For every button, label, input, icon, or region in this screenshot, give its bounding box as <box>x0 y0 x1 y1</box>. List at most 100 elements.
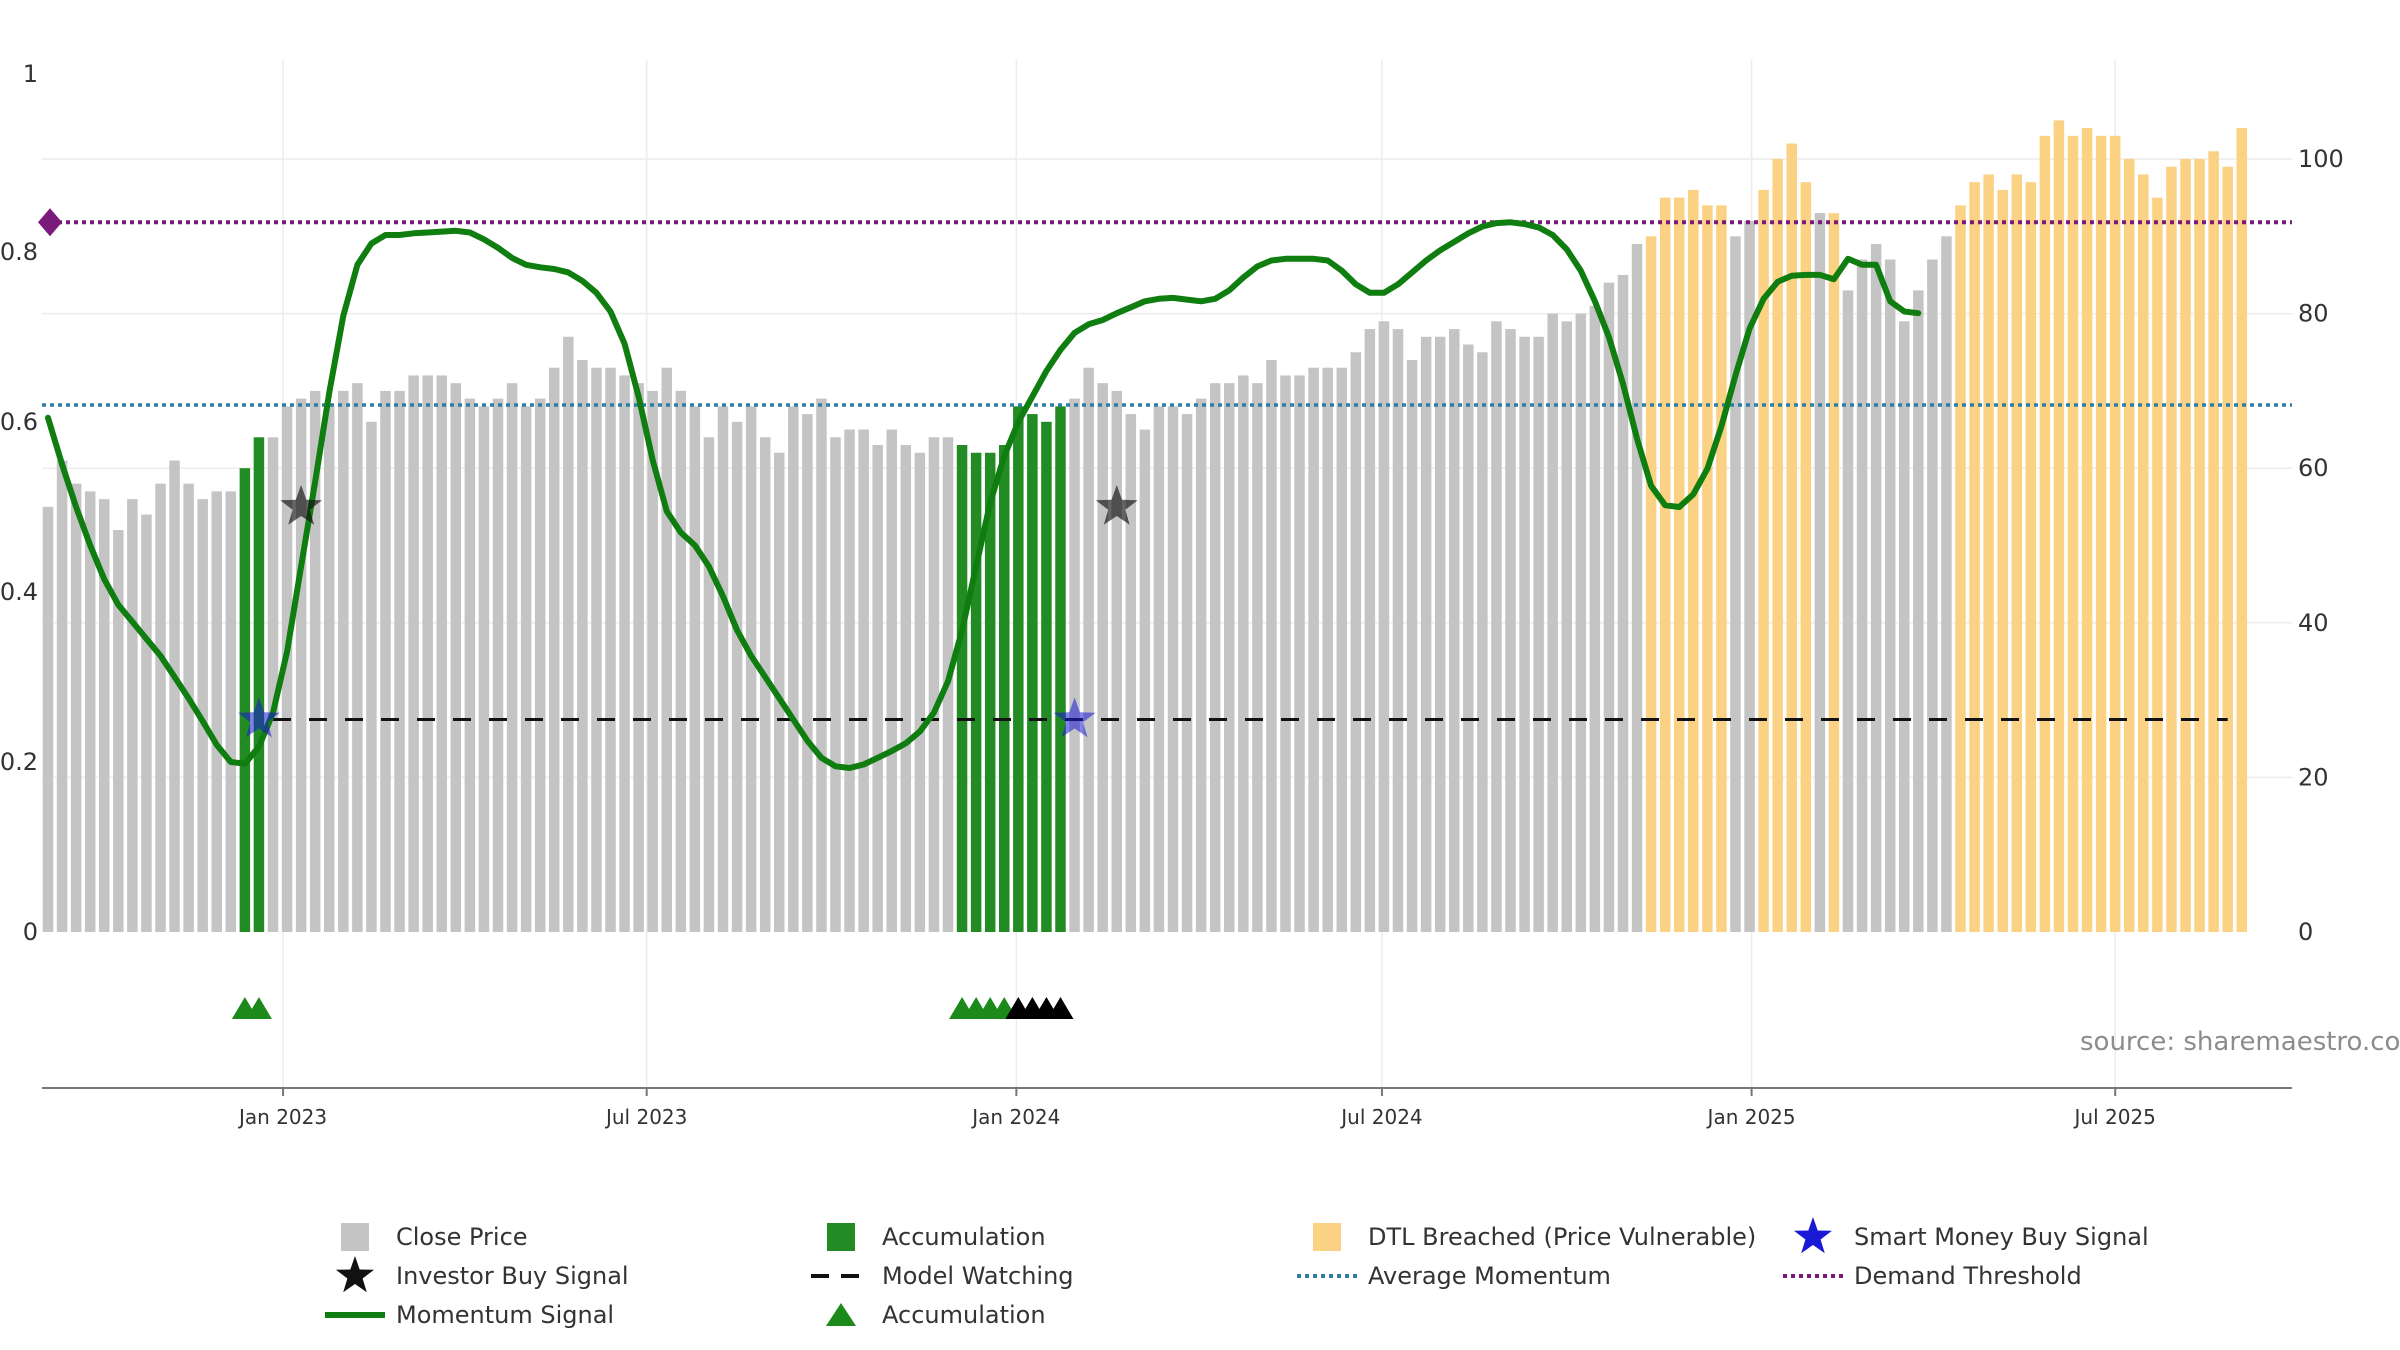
price-bar <box>1420 336 1432 932</box>
legend-triangle-icon <box>826 1303 856 1326</box>
price-bar <box>1308 367 1319 933</box>
price-bar <box>1139 429 1151 932</box>
price-bar <box>1617 274 1629 932</box>
left-tick-label: 0 <box>23 918 38 946</box>
legend-item-close: Close Price <box>341 1223 528 1251</box>
price-bar <box>1097 383 1108 932</box>
right-tick-label: 100 <box>2298 145 2344 173</box>
right-tick-label: 80 <box>2298 300 2329 328</box>
legend-star-icon <box>336 1256 374 1293</box>
price-bar <box>900 445 912 932</box>
price-bar <box>1730 236 1741 933</box>
price-bar <box>2180 159 2191 932</box>
price-bar <box>2109 135 2121 932</box>
price-bar <box>1055 406 1066 932</box>
price-bar <box>1252 383 1263 932</box>
price-bar <box>1153 406 1165 932</box>
legend-label: Close Price <box>396 1223 528 1251</box>
price-bar <box>1209 383 1221 932</box>
right-tick-label: 40 <box>2298 609 2329 637</box>
price-bar <box>1491 321 1502 933</box>
price-bar <box>1688 189 1699 933</box>
right-tick-label: 20 <box>2298 763 2329 791</box>
legend-item-smart: Smart Money Buy Signal <box>1794 1217 2149 1254</box>
price-bar <box>1927 259 1938 932</box>
legend-star-icon <box>1794 1217 1832 1254</box>
accumulation-triangle <box>245 997 272 1019</box>
price-bar <box>549 367 560 933</box>
price-bar <box>1631 244 1643 932</box>
price-bar <box>984 452 996 932</box>
price-bar <box>661 367 672 933</box>
price-bar <box>1434 336 1446 932</box>
price-bar <box>1828 213 1840 933</box>
right-tick-label: 0 <box>2298 918 2313 946</box>
price-bar <box>1547 313 1558 933</box>
legend-label: Average Momentum <box>1368 1262 1611 1290</box>
price-bar <box>211 491 222 932</box>
price-bar <box>2152 197 2163 932</box>
legend-label: Investor Buy Signal <box>396 1262 629 1290</box>
legend-swatch <box>341 1223 369 1251</box>
price-bar <box>689 406 701 932</box>
price-bar <box>239 468 251 932</box>
legend-item-investor: Investor Buy Signal <box>336 1256 629 1293</box>
price-bar <box>169 460 180 932</box>
price-bar <box>225 491 237 932</box>
price-bar <box>99 499 110 932</box>
price-bar <box>619 375 630 932</box>
price-bar <box>675 390 687 932</box>
axes: Jan 2023 Jul 2023 Jan 2024 Jul 2024 Jan 2025… <box>0 60 2344 1129</box>
left-tick-label: 1 <box>23 60 38 88</box>
price-bar <box>1350 352 1362 932</box>
legend-label: Demand Threshold <box>1854 1262 2082 1290</box>
accumulation-triangle-black <box>1047 997 1074 1019</box>
price-bar <box>717 406 729 932</box>
price-bar <box>1013 406 1024 932</box>
price-bar <box>1884 259 1896 932</box>
price-bar <box>956 445 968 932</box>
price-bar <box>70 483 82 932</box>
price-bar <box>1941 236 1952 933</box>
price-bar <box>1336 367 1347 933</box>
legend-label: Model Watching <box>882 1262 1074 1290</box>
price-bar <box>1167 406 1179 932</box>
price-bar <box>928 437 940 932</box>
price-bar <box>394 390 405 932</box>
x-tick-label: Jul 2023 <box>604 1105 687 1129</box>
legend-item-dtl: DTL Breached (Price Vulnerable) <box>1313 1223 1756 1251</box>
price-bar <box>858 429 869 932</box>
price-bar <box>1224 383 1235 932</box>
price-bar <box>253 437 265 932</box>
price-bar <box>1842 290 1854 932</box>
legend-item-avg: Average Momentum <box>1297 1262 1611 1290</box>
right-tick-label: 60 <box>2298 454 2329 482</box>
price-bar <box>352 383 363 932</box>
price-bar <box>155 483 166 932</box>
price-bar <box>647 390 658 932</box>
price-bar <box>1800 182 1812 932</box>
price-bar <box>1477 352 1488 932</box>
price-bar <box>1111 390 1122 932</box>
price-bar <box>2067 135 2079 932</box>
price-bar <box>1899 321 1910 933</box>
price-bar <box>127 499 138 932</box>
price-bar <box>703 437 715 932</box>
price-bar <box>633 383 644 932</box>
price-bar <box>1266 359 1277 933</box>
price-bar <box>141 514 152 932</box>
legend-item-demand: Demand Threshold <box>1783 1262 2082 1290</box>
x-tick-label: Jan 2025 <box>1706 1105 1796 1129</box>
x-tick-label: Jan 2024 <box>970 1105 1060 1129</box>
price-bar <box>1406 359 1418 933</box>
price-bar <box>1027 414 1038 933</box>
price-bar <box>2039 135 2051 932</box>
price-bar <box>1041 421 1052 932</box>
price-bar <box>970 452 982 932</box>
price-bar <box>816 398 827 932</box>
price-bar <box>1181 414 1193 933</box>
x-tick-label: Jul 2025 <box>2073 1105 2156 1129</box>
price-bar <box>1983 174 1994 932</box>
momentum-line-group <box>45 219 1922 771</box>
